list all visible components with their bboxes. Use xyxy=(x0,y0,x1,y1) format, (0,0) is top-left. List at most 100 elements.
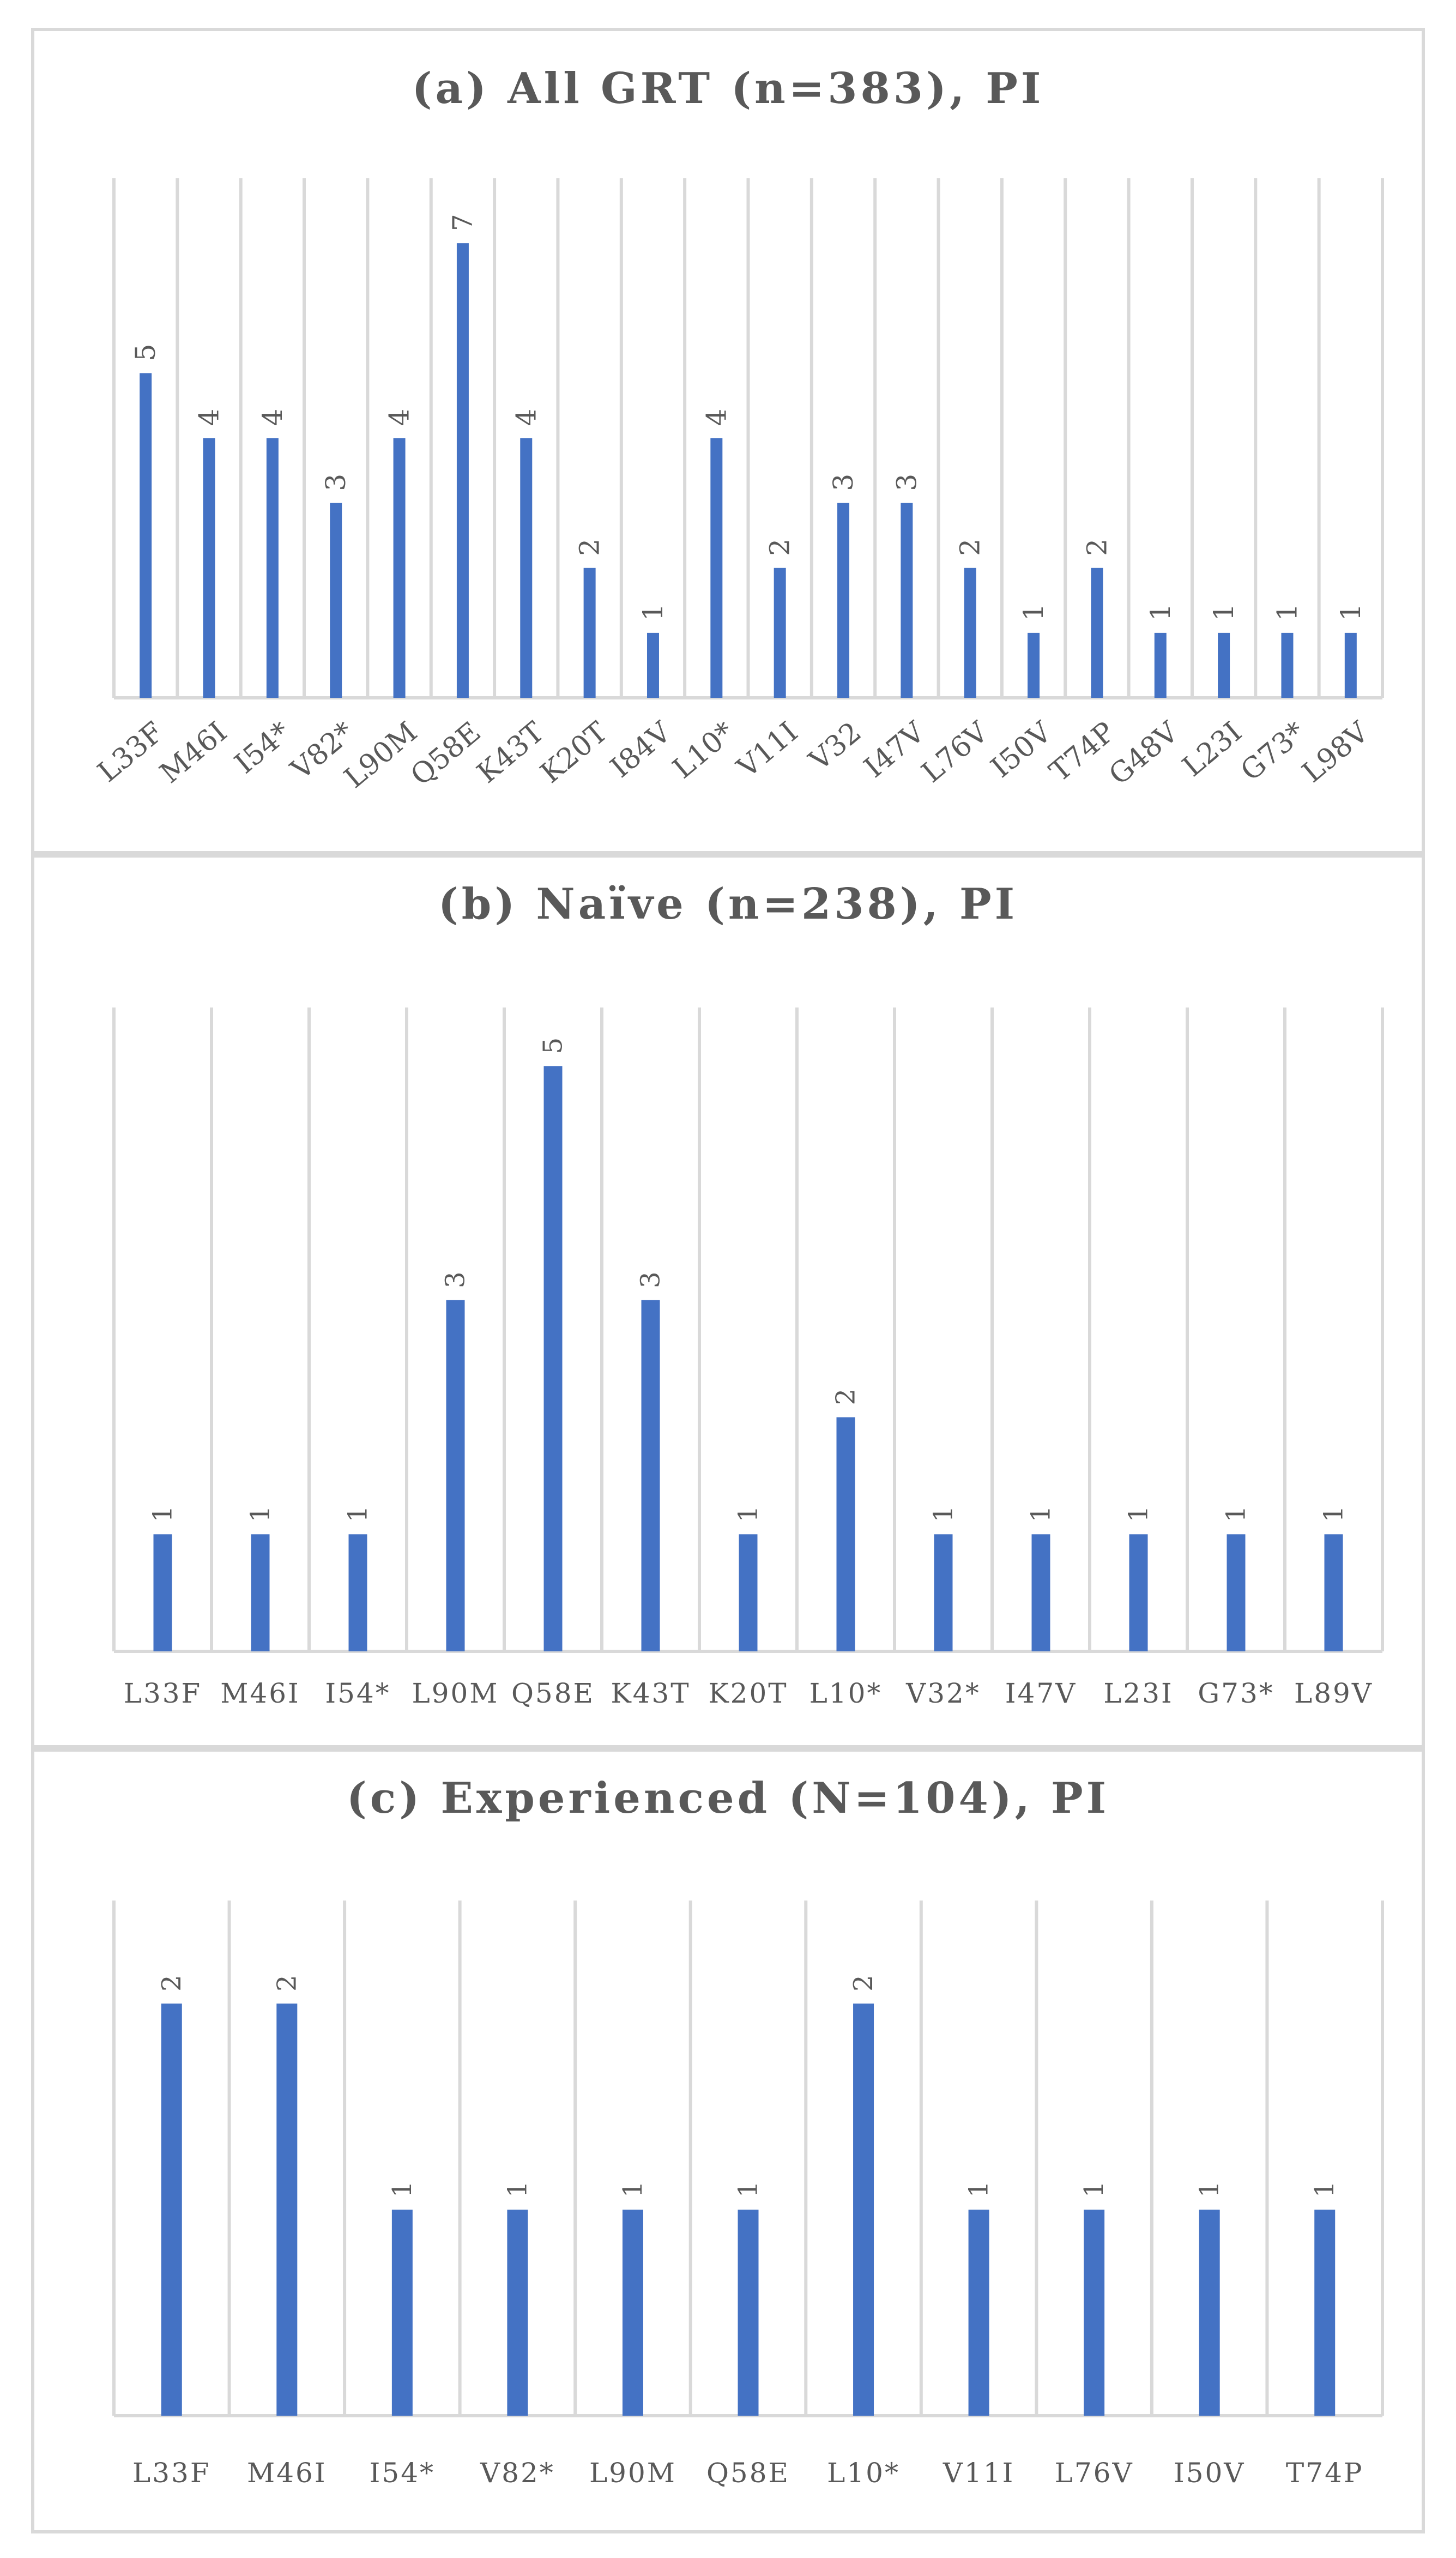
bar-l98v xyxy=(1344,632,1357,698)
bar-chart-all-grt: 5L33F4M46I4I54*3V82*4L90M7Q58E4K43T2K20T… xyxy=(92,178,1384,795)
bar-k43t xyxy=(520,438,533,698)
data-label: 1 xyxy=(1079,2181,1109,2198)
bar-m46i xyxy=(276,2004,298,2416)
bar-v82-star xyxy=(507,2210,528,2416)
bar-v11i xyxy=(774,568,786,698)
bar-l23i xyxy=(1218,632,1230,698)
data-label: 2 xyxy=(271,1975,302,1992)
bar-i50v xyxy=(1028,632,1040,698)
data-label: 2 xyxy=(764,539,796,556)
data-label: 2 xyxy=(848,1975,879,1992)
bar-v82-star xyxy=(330,503,342,698)
tick-label: I54* xyxy=(325,1678,390,1709)
data-label: 3 xyxy=(320,474,352,491)
bar-l76v xyxy=(1084,2210,1105,2416)
bar-t74p xyxy=(1091,568,1103,698)
bar-l89v xyxy=(1324,1534,1343,1651)
data-label: 1 xyxy=(1018,604,1049,621)
bar-l90m xyxy=(393,438,406,698)
tick-label: V11I xyxy=(731,716,805,785)
bar-q58e xyxy=(738,2210,759,2416)
data-label: 4 xyxy=(510,409,542,426)
tick-label: L98V xyxy=(1296,715,1376,789)
data-label: 1 xyxy=(1208,604,1240,621)
bar-v32-star xyxy=(934,1534,953,1651)
tick-label: G73* xyxy=(1198,1678,1274,1709)
chart-title: (a) All GRT (n=383), PI xyxy=(412,64,1044,113)
tick-label: L33F xyxy=(92,716,170,789)
data-label: 4 xyxy=(257,409,288,426)
tick-label: L10* xyxy=(667,716,741,785)
data-label: 7 xyxy=(447,214,479,231)
data-label: 1 xyxy=(618,2181,648,2198)
tick-label: M46I xyxy=(220,1678,300,1709)
data-label: 1 xyxy=(964,2181,994,2198)
tick-label: K43T xyxy=(471,716,551,790)
bar-i54-star xyxy=(266,438,279,698)
data-label: 3 xyxy=(827,474,859,491)
bar-l33f xyxy=(161,2004,182,2416)
data-label: 1 xyxy=(387,2181,418,2198)
data-label: 1 xyxy=(343,1506,373,1523)
bar-l90m xyxy=(622,2210,643,2416)
data-label: 4 xyxy=(700,409,732,426)
data-label: 3 xyxy=(440,1271,471,1288)
tick-label: L33F xyxy=(132,2457,211,2489)
tick-label: T74P xyxy=(1286,2457,1364,2489)
bar-g73-star xyxy=(1227,1534,1246,1651)
data-label: 1 xyxy=(1271,604,1303,621)
bar-k20t xyxy=(583,568,596,698)
data-label: 1 xyxy=(1026,1506,1056,1523)
bar-v11i xyxy=(968,2210,989,2416)
tick-label: G48V xyxy=(1103,715,1185,792)
bar-i47v xyxy=(901,503,913,698)
tick-label: L90M xyxy=(339,716,424,795)
tick-label: K20T xyxy=(535,716,614,790)
data-label: 1 xyxy=(1335,604,1367,621)
data-label: 1 xyxy=(1319,1506,1349,1523)
bar-m46i xyxy=(203,438,215,698)
bar-chart-naive: 1 L33F 1 M46I 1 I54* 3 L90M 5 Q58E 3 K43T 1 K20T 2 L10*… xyxy=(112,1007,1384,1709)
tick-label: L90M xyxy=(412,1678,499,1709)
data-label: 1 xyxy=(245,1506,276,1523)
tick-label: L10* xyxy=(809,1678,883,1709)
bar-i84v xyxy=(647,632,659,698)
tick-label: M46I xyxy=(154,716,233,790)
tick-label: L90M xyxy=(589,2457,676,2489)
bar-v32 xyxy=(837,503,850,698)
data-label: 2 xyxy=(1081,539,1113,556)
bar-k20t xyxy=(739,1534,758,1651)
bar-l23i xyxy=(1129,1534,1148,1651)
bar-l33f xyxy=(140,373,152,698)
tick-label: M46I xyxy=(247,2457,327,2489)
tick-label: V32 xyxy=(803,716,868,777)
bar-i54-star xyxy=(348,1534,367,1651)
data-label: 1 xyxy=(1145,604,1176,621)
chart-title: (b) Naïve (n=238), PI xyxy=(438,879,1018,929)
tick-label: I50V xyxy=(985,715,1059,785)
tick-label: T74P xyxy=(1043,716,1121,788)
data-label: 5 xyxy=(130,344,161,361)
tick-label: K20T xyxy=(708,1678,788,1709)
data-label: 1 xyxy=(1309,2181,1340,2198)
tick-label: I47V xyxy=(858,715,932,785)
data-label: 2 xyxy=(954,539,986,556)
bar-i47v xyxy=(1031,1534,1050,1651)
data-label: 1 xyxy=(733,1506,764,1523)
tick-label: I54* xyxy=(228,716,297,780)
data-label: 1 xyxy=(733,2181,764,2198)
data-label: 1 xyxy=(1123,1506,1154,1523)
data-label: 5 xyxy=(538,1037,569,1054)
tick-label: G73* xyxy=(1235,716,1312,788)
tick-label: I54* xyxy=(370,2457,435,2489)
chart-title: (c) Experienced (N=104), PI xyxy=(346,1773,1110,1823)
data-label: 1 xyxy=(928,1506,959,1523)
bar-q58e xyxy=(543,1066,563,1651)
bar-k43t xyxy=(641,1300,660,1651)
tick-label: V82* xyxy=(480,2457,555,2489)
bar-g73-star xyxy=(1281,632,1294,698)
bar-q58e xyxy=(456,243,469,698)
bar-l90m xyxy=(446,1300,465,1651)
data-label: 3 xyxy=(636,1271,666,1288)
tick-label: L33F xyxy=(124,1678,202,1709)
